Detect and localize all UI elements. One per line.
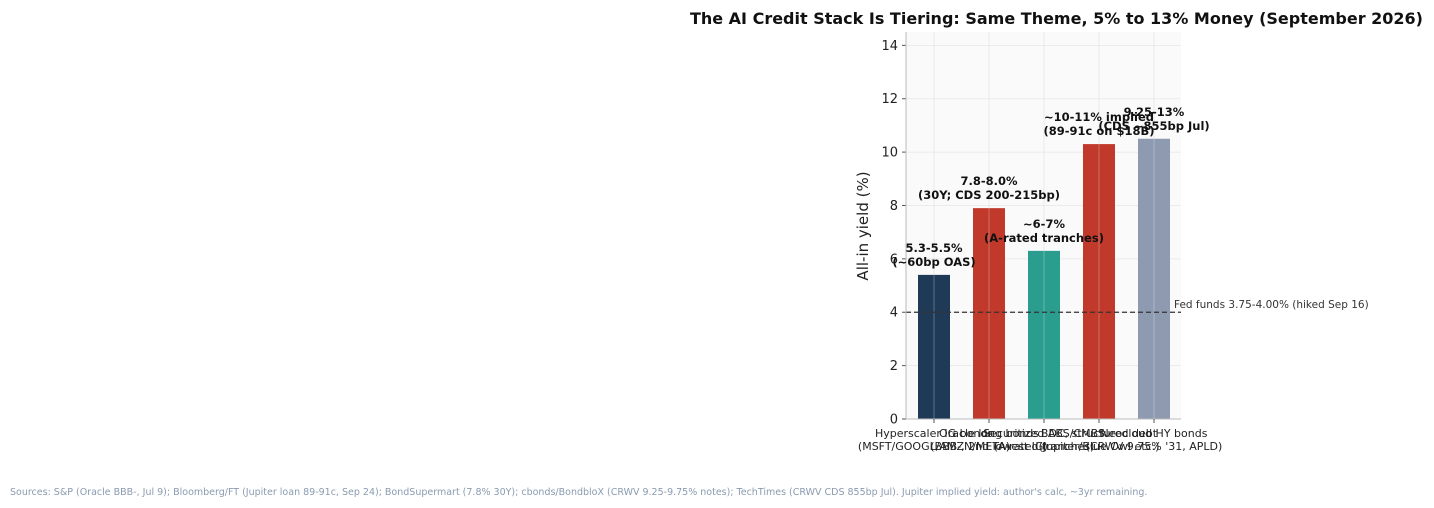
x-tick-label: Oracle long bonds (BBB-, 2nd lowest IG) — [930, 427, 1048, 453]
y-tick-label: 4 — [890, 306, 898, 321]
y-tick-label: 10 — [881, 146, 898, 161]
y-tick-label: 6 — [890, 252, 898, 267]
y-tick-label: 0 — [890, 413, 898, 428]
bar-data-label: 7.8-8.0% (30Y; CDS 200-215bp) — [918, 174, 1060, 202]
reference-line-group: Fed funds 3.75-4.00% (hiked Sep 16) — [906, 299, 1369, 313]
x-tick-label: Hyperscaler IG bonds (MSFT/GOOGL/AMZN/MET… — [858, 427, 1010, 453]
fed-funds-label: Fed funds 3.75-4.00% (hiked Sep 16) — [1174, 299, 1369, 311]
x-tick-label: BDC, structured debt (Jupiter/Blue Owl et… — [1039, 427, 1160, 453]
bar — [918, 274, 950, 419]
bar — [1138, 138, 1170, 420]
x-tick-label: Neocloud HY bonds (CRWV 9.75% '31, APLD) — [1086, 427, 1223, 453]
bar — [973, 208, 1005, 419]
bar — [1083, 144, 1115, 419]
bar-data-label: 5.3-5.5% (~60bp OAS) — [892, 241, 975, 269]
bar — [1028, 250, 1060, 419]
y-tick-label: 8 — [890, 199, 898, 214]
x-tick-label: Securitized ABS/CMBS (A-rated tranches) — [983, 427, 1105, 453]
bar-data-label: ~6-7% (A-rated tranches) — [984, 217, 1104, 245]
bar-data-label: 9.25-13% (CDS ~855bp Jul) — [1098, 105, 1209, 133]
y-tick-label: 14 — [881, 39, 898, 54]
sources-footnote: Sources: S&P (Oracle BBB-, Jul 9); Bloom… — [10, 487, 1148, 498]
y-axis-label: All-in yield (%) — [854, 171, 872, 280]
data-labels: 5.3-5.5% (~60bp OAS) 7.8-8.0% (30Y; CDS 200… — [892, 105, 1209, 269]
y-tick-label: 12 — [881, 92, 898, 107]
y-tick-label: 2 — [890, 359, 898, 374]
axes: 0 2 4 6 8 10 12 14 Hyperscaler IG bonds (MSFT/GOO… — [858, 32, 1222, 453]
chart: The AI Credit Stack Is Tiering: Same The… — [690, 9, 1423, 453]
bar-data-label: ~10-11% implied (89-91c on $18B) — [1044, 110, 1155, 138]
bars — [918, 138, 1170, 420]
chart-title: The AI Credit Stack Is Tiering: Same The… — [690, 9, 1423, 28]
